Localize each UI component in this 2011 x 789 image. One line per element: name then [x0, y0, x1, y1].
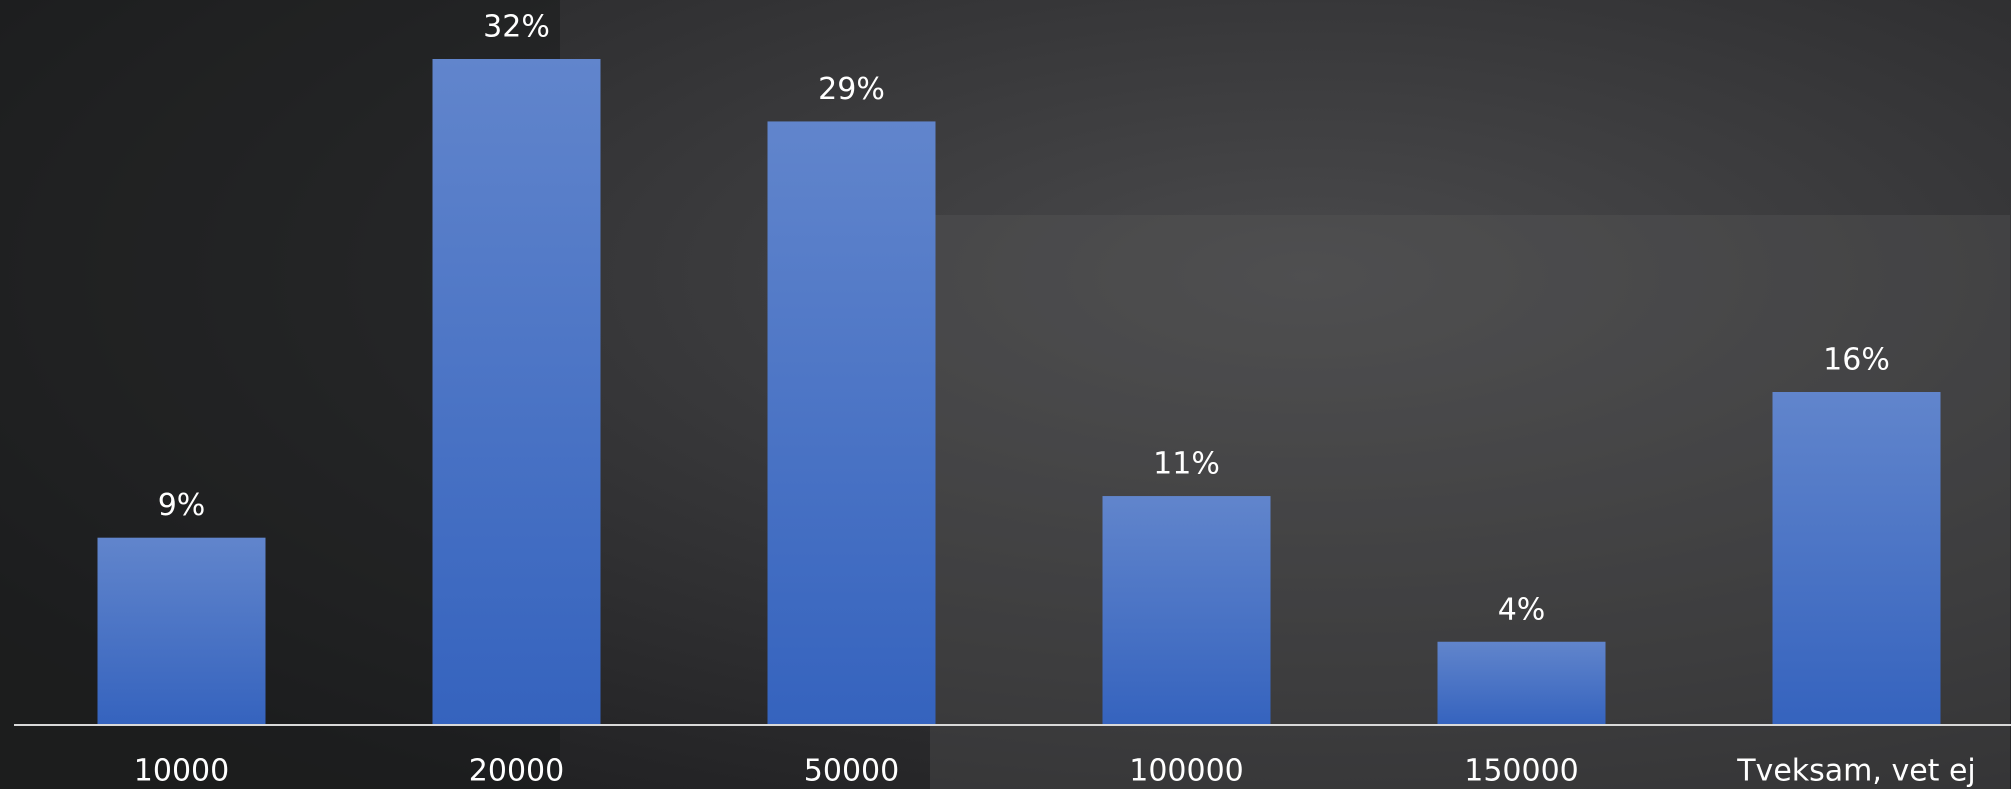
- bar: [98, 538, 266, 725]
- data-label: 9%: [158, 488, 206, 523]
- bar: [1438, 642, 1606, 725]
- page: {"chart_data": {"type": "bar", "categori…: [0, 0, 2011, 789]
- x-tick-label: 100000: [1129, 754, 1244, 789]
- x-tick-label: Tveksam, vet ej: [1736, 754, 1976, 789]
- x-tick-label: 20000: [469, 754, 564, 789]
- x-tick-label: 10000: [134, 754, 229, 789]
- bar: [1773, 392, 1941, 725]
- data-label: 16%: [1823, 343, 1890, 378]
- x-tick-label: 50000: [804, 754, 899, 789]
- bar: [768, 121, 936, 725]
- data-label: 32%: [483, 10, 550, 45]
- bar: [1103, 496, 1271, 725]
- x-tick-label: 150000: [1464, 754, 1579, 789]
- data-label: 4%: [1498, 592, 1546, 627]
- chart: 9% 10000 32% 20000 29% 50000 11% 100000 4% 150000…: [0, 0, 2011, 789]
- data-label: 11%: [1153, 447, 1220, 482]
- data-label: 29%: [818, 72, 885, 107]
- bar: [433, 59, 601, 725]
